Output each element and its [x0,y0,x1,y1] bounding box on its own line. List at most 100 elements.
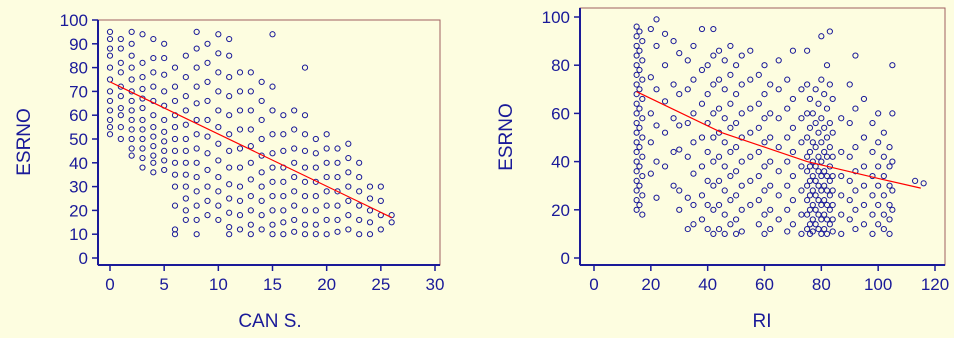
data-point [226,52,233,59]
data-point [356,159,363,166]
data-point [761,230,768,237]
data-point [823,62,831,69]
data-point [312,207,319,214]
data-point [236,88,244,95]
data-point [767,158,774,165]
x-tick-label: 10 [209,275,228,294]
data-point [838,172,845,180]
y-tick-label: 50 [69,130,88,149]
data-point [258,78,265,85]
data-point [690,170,697,177]
data-point [823,153,831,160]
data-point [139,126,146,133]
data-point [721,86,728,93]
data-point [106,131,114,138]
data-point [875,139,882,146]
data-point [732,192,740,199]
data-point [806,124,814,131]
data-point [139,31,146,38]
data-point [747,153,754,160]
data-point [182,195,189,202]
data-point [280,131,287,138]
data-point [128,97,135,105]
x-tick-label: 20 [641,275,660,294]
data-point [139,164,146,171]
data-point [838,211,845,218]
data-point [804,110,811,117]
data-point [193,45,200,52]
data-point [258,197,265,204]
data-point [247,193,254,200]
data-point [117,83,124,90]
data-point [727,197,734,204]
data-point [875,182,882,189]
data-point [323,216,330,224]
data-point [171,183,179,190]
data-point [269,31,276,38]
data-point [738,52,745,59]
data-point [280,207,287,214]
data-point [690,76,697,83]
data-point [860,221,868,228]
data-point [161,166,168,174]
data-point [633,110,640,117]
data-point [128,28,135,35]
data-point [690,221,697,228]
data-point [377,197,384,204]
x-tick-label: 15 [263,275,282,294]
data-point [860,163,868,170]
data-point [670,182,677,189]
data-point [301,131,309,138]
data-point [912,177,919,184]
data-point [280,231,287,238]
data-point [809,172,816,180]
data-point [193,216,200,224]
data-point [633,148,640,156]
data-point [886,201,893,209]
data-point [747,105,754,112]
data-point [182,171,189,178]
data-point [161,116,168,124]
data-point [204,197,211,204]
data-point [789,95,797,103]
data-point [818,158,825,165]
data-point [291,173,298,181]
data-point [377,183,384,190]
data-point [128,76,135,83]
data-point [875,163,882,170]
data-point [301,147,309,154]
data-point [818,139,825,146]
data-point [636,124,643,131]
data-point [117,93,124,100]
data-point [269,107,276,114]
data-point [710,230,717,237]
data-point [345,212,352,219]
data-point [661,98,669,105]
data-point [204,133,211,140]
data-point [236,183,244,190]
data-point [698,216,706,223]
data-point [798,86,805,93]
plot-frame [579,7,946,266]
y-tick-label: 40 [551,153,570,172]
data-point [815,225,822,233]
data-point [821,211,828,218]
data-point [280,112,287,119]
data-point [226,93,233,100]
data-point [755,71,762,78]
data-point [633,197,640,204]
data-point [684,57,691,64]
data-point [301,207,309,214]
data-point [829,187,836,194]
data-point [809,139,816,146]
data-point [889,206,896,213]
data-point [247,176,254,183]
data-point [639,95,646,103]
data-point [809,201,816,209]
x-tick-label: 120 [921,275,949,294]
data-point [258,135,265,143]
data-point [784,105,791,112]
data-point [291,159,298,166]
data-point [767,110,774,117]
